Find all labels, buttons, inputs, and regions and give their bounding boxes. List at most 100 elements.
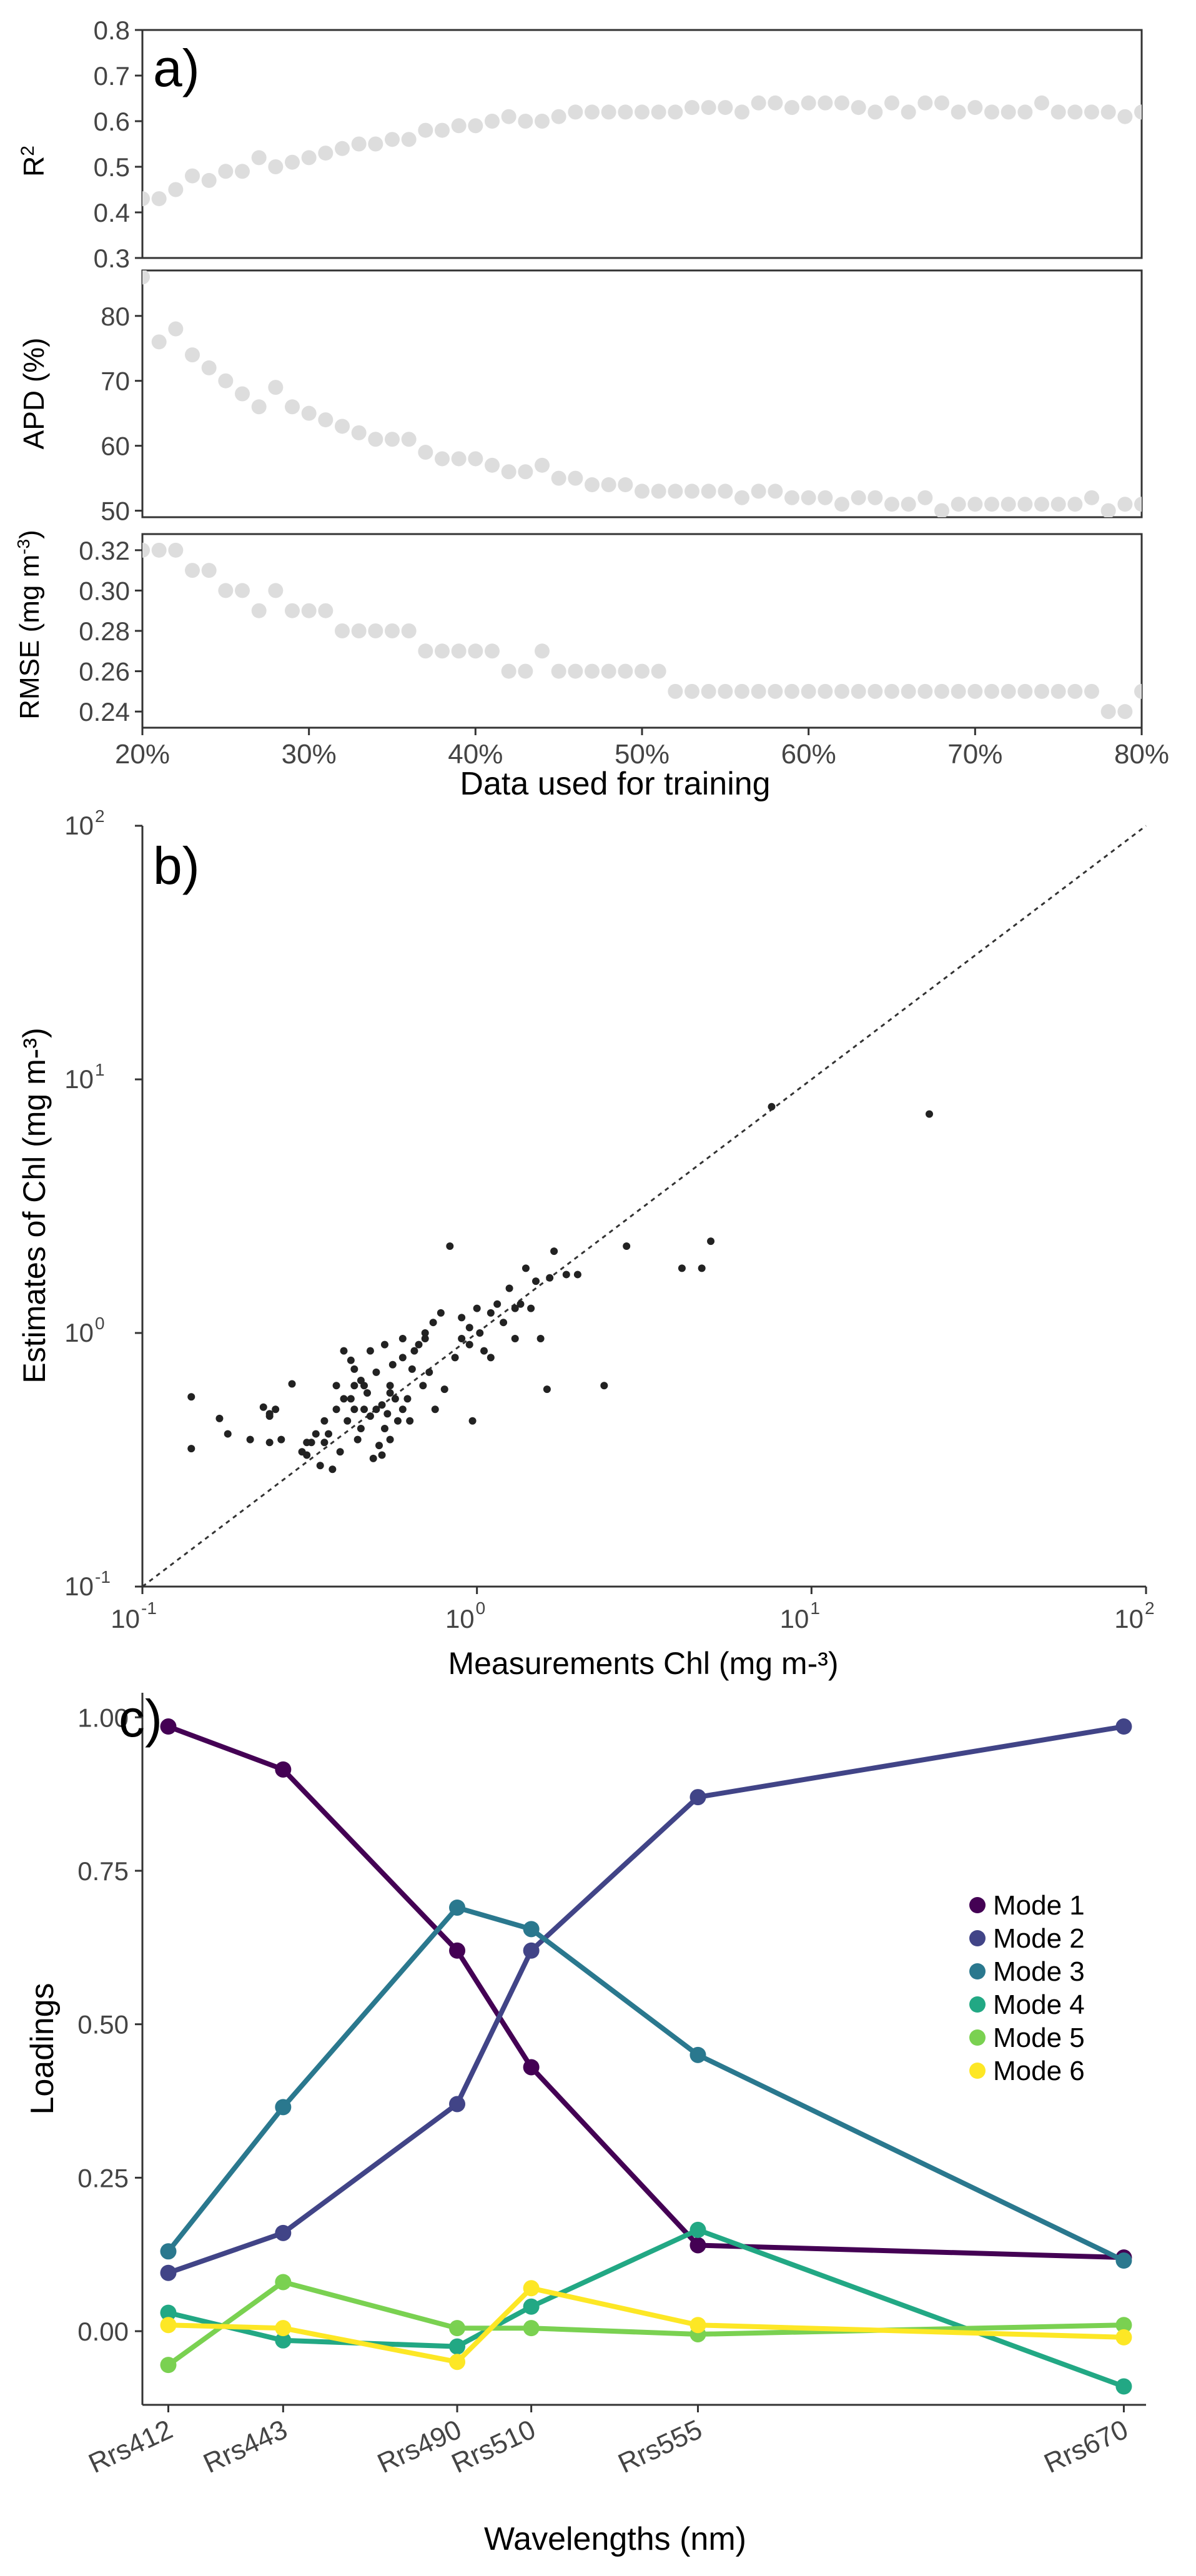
panel-b-x-ticks: 10 -1 10 0 10 1 10 2 — [111, 1587, 1155, 1633]
apd-point — [1050, 497, 1066, 512]
panel-a-x-tick-label: 40% — [448, 739, 503, 770]
apd-point — [185, 347, 200, 363]
r2-point — [1100, 104, 1116, 120]
r2-y-tick-label: 0.4 — [94, 198, 130, 227]
rmse-point — [951, 683, 966, 699]
mode-2-point — [689, 1789, 706, 1806]
rmse-point — [468, 643, 483, 659]
apd-point — [351, 425, 367, 440]
rmse-y-tick-label: 0.24 — [79, 697, 130, 726]
mode-6-point — [160, 2317, 177, 2334]
rmse-point — [201, 563, 217, 578]
legend-marker-mode-3 — [969, 1963, 986, 1979]
chl-point — [224, 1430, 232, 1438]
chl-point — [440, 1385, 448, 1394]
r2-point — [568, 104, 583, 120]
rmse-point — [485, 643, 500, 659]
chl-point — [465, 1340, 473, 1349]
r2-point — [235, 164, 250, 179]
chl-point — [562, 1271, 570, 1279]
rmse-point — [318, 603, 334, 618]
apd-point — [368, 432, 383, 447]
rmse-point — [701, 683, 716, 699]
rmse-point — [967, 683, 983, 699]
chl-point — [329, 1465, 337, 1474]
panel-a-label: a) — [153, 39, 200, 97]
chl-point — [410, 1347, 418, 1355]
r2-y-tick-label: 0.6 — [94, 107, 130, 136]
chl-point — [353, 1435, 362, 1444]
r2-subplot: 0.3 0.4 0.5 0.6 0.7 0.8 R2 — [17, 16, 1143, 273]
rmse-point — [385, 623, 400, 638]
mode-3-point — [275, 2099, 292, 2116]
chl-point — [343, 1417, 352, 1425]
r2-point — [901, 104, 916, 120]
apd-point — [168, 321, 184, 337]
identity-line — [142, 825, 1147, 1588]
chl-point — [768, 1102, 776, 1111]
rmse-point — [768, 683, 783, 699]
apd-point — [1100, 503, 1116, 517]
r2-point — [718, 100, 733, 116]
chl-point — [398, 1335, 407, 1343]
chl-point — [350, 1405, 358, 1414]
chl-point — [393, 1417, 402, 1425]
chl-point — [493, 1300, 502, 1308]
chl-point — [446, 1242, 454, 1250]
r2-point — [335, 141, 350, 156]
chl-point — [531, 1277, 540, 1286]
r2-point — [301, 150, 317, 166]
rmse-y-tick-label: 0.30 — [79, 576, 130, 605]
rmse-point — [335, 623, 350, 638]
r2-point — [518, 114, 533, 129]
r2-point — [385, 132, 400, 147]
chl-point — [398, 1405, 407, 1414]
legend-marker-mode-2 — [969, 1930, 986, 1946]
mode-5-point — [160, 2357, 177, 2374]
apd-point — [884, 497, 899, 512]
r2-point — [201, 172, 217, 188]
chl-point — [543, 1385, 551, 1394]
chl-point — [480, 1347, 488, 1355]
chl-point — [468, 1417, 477, 1425]
mode-5-point — [275, 2274, 292, 2291]
chl-point — [458, 1314, 466, 1322]
r2-y-tick-label: 0.3 — [94, 244, 130, 273]
chl-point — [246, 1435, 254, 1444]
apd-point — [967, 497, 983, 512]
apd-point — [834, 497, 849, 512]
apd-point — [917, 490, 933, 505]
rmse-y-tick-label: 0.28 — [79, 617, 130, 646]
panel-b-x-tick-label: 10 — [1114, 1604, 1144, 1633]
panel-a-x-tick-label: 50% — [615, 739, 670, 770]
legend-label-mode-6: Mode 6 — [993, 2056, 1085, 2086]
mode-4-point — [523, 2298, 540, 2315]
chl-point — [347, 1395, 355, 1403]
apd-point — [701, 483, 716, 499]
rmse-point — [168, 542, 184, 558]
apd-y-tick-label: 70 — [101, 367, 130, 396]
rmse-y-axis-label: RMSE (mg m-3) — [14, 530, 46, 720]
mode-6-point — [689, 2317, 706, 2334]
chl-point — [546, 1274, 554, 1282]
r2-point — [418, 122, 433, 138]
r2-point — [368, 136, 383, 152]
legend-label-mode-1: Mode 1 — [993, 1890, 1085, 1921]
mode-4-point — [689, 2221, 706, 2238]
rmse-point — [684, 683, 699, 699]
rmse-y-tick-label: 0.32 — [79, 536, 130, 565]
rmse-point — [535, 643, 550, 659]
apd-point — [218, 373, 234, 389]
apd-point — [1067, 497, 1083, 512]
r2-point — [268, 159, 284, 174]
chl-point — [332, 1382, 340, 1390]
chl-point — [451, 1354, 459, 1362]
chl-point — [350, 1365, 358, 1373]
chl-point — [320, 1417, 329, 1425]
apd-plot-frame — [141, 269, 1143, 518]
rmse-point — [851, 683, 866, 699]
panel-a-x-axis-label: Data used for training — [460, 766, 770, 802]
chl-point — [316, 1462, 324, 1470]
chl-point — [288, 1380, 296, 1388]
